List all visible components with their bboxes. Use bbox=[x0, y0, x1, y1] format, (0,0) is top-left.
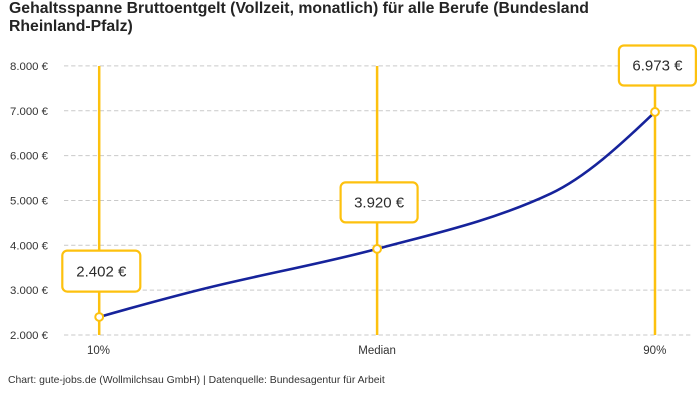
svg-text:2.402 €: 2.402 € bbox=[76, 263, 127, 280]
svg-text:8.000 €: 8.000 € bbox=[10, 61, 49, 73]
svg-text:4.000 €: 4.000 € bbox=[10, 240, 49, 252]
svg-text:7.000 €: 7.000 € bbox=[10, 106, 49, 118]
svg-text:10%: 10% bbox=[87, 345, 110, 357]
svg-text:3.920 €: 3.920 € bbox=[354, 195, 405, 212]
svg-text:Median: Median bbox=[358, 345, 396, 357]
svg-text:90%: 90% bbox=[643, 345, 666, 357]
svg-text:6.973 €: 6.973 € bbox=[632, 58, 683, 75]
svg-text:2.000 €: 2.000 € bbox=[10, 330, 49, 342]
svg-text:5.000 €: 5.000 € bbox=[10, 195, 49, 207]
svg-text:3.000 €: 3.000 € bbox=[10, 285, 49, 297]
svg-text:6.000 €: 6.000 € bbox=[10, 151, 49, 163]
